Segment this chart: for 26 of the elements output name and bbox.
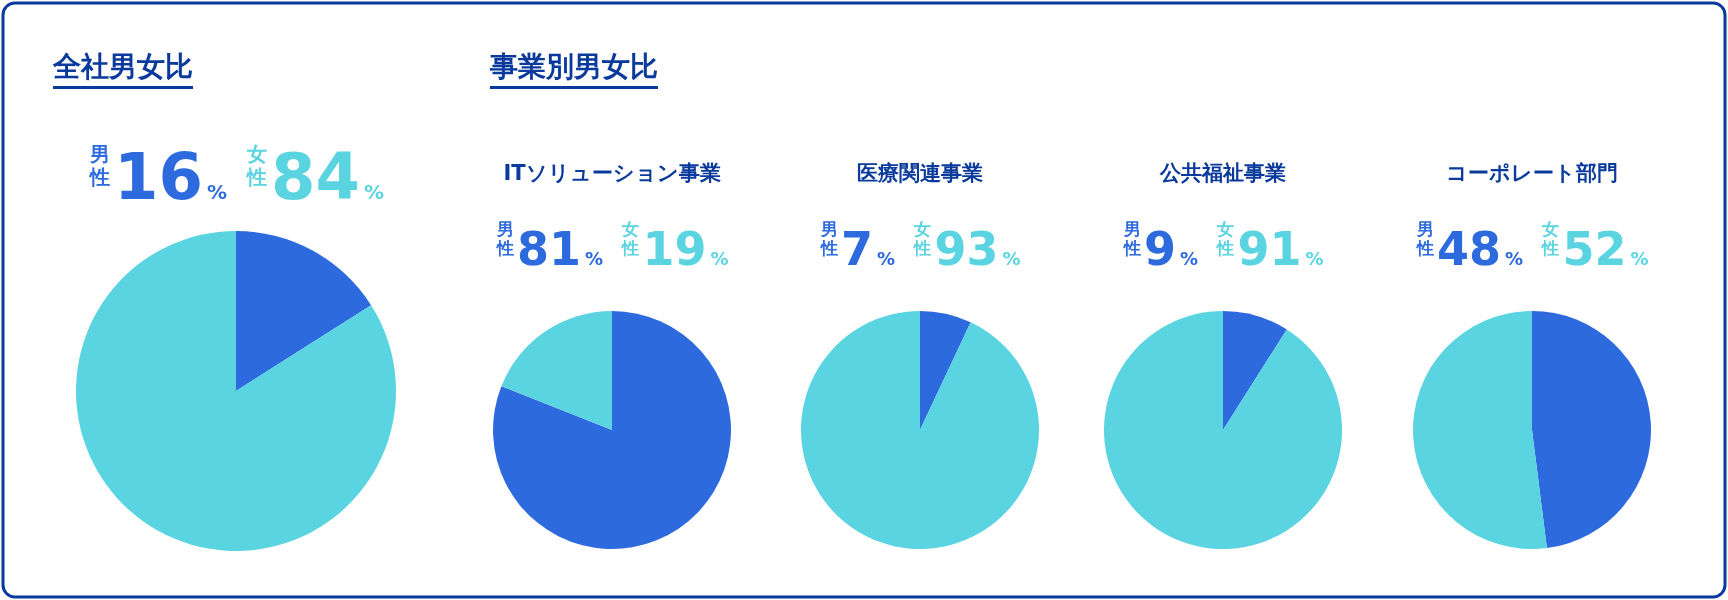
data-label: 52% xyxy=(1562,221,1649,276)
slice-label: 男性 xyxy=(87,141,110,189)
slice-label: 女性 xyxy=(913,218,931,259)
slice-label: 男性 xyxy=(1415,218,1434,259)
data-label: 7% xyxy=(840,221,895,276)
slice-label: 女性 xyxy=(245,141,267,189)
slice-label: 女性 xyxy=(1541,218,1559,259)
data-label: 19% xyxy=(642,221,729,276)
chart-title: 全社男女比 xyxy=(52,50,193,83)
data-label: 84% xyxy=(271,140,385,215)
chart-title: ITソリューション事業 xyxy=(503,161,721,185)
slice-label: 女性 xyxy=(1216,218,1234,259)
data-label: 91% xyxy=(1237,221,1324,276)
data-label: 48% xyxy=(1436,221,1523,276)
slice-label: 女性 xyxy=(621,218,639,259)
chart-title: 医療関連事業 xyxy=(857,161,983,185)
slice-label: 男性 xyxy=(819,218,838,259)
chart-title: 公共福祉事業 xyxy=(1159,161,1286,185)
slice-label: 男性 xyxy=(495,218,514,259)
data-label: 81% xyxy=(516,221,603,276)
data-label: 16% xyxy=(113,140,227,215)
chart-title: コーポレート部門 xyxy=(1446,161,1618,185)
chart-subtitle: 事業別男女比 xyxy=(489,50,658,83)
slice-label: 男性 xyxy=(1122,218,1141,259)
data-label: 9% xyxy=(1143,221,1198,276)
data-label: 93% xyxy=(934,221,1021,276)
